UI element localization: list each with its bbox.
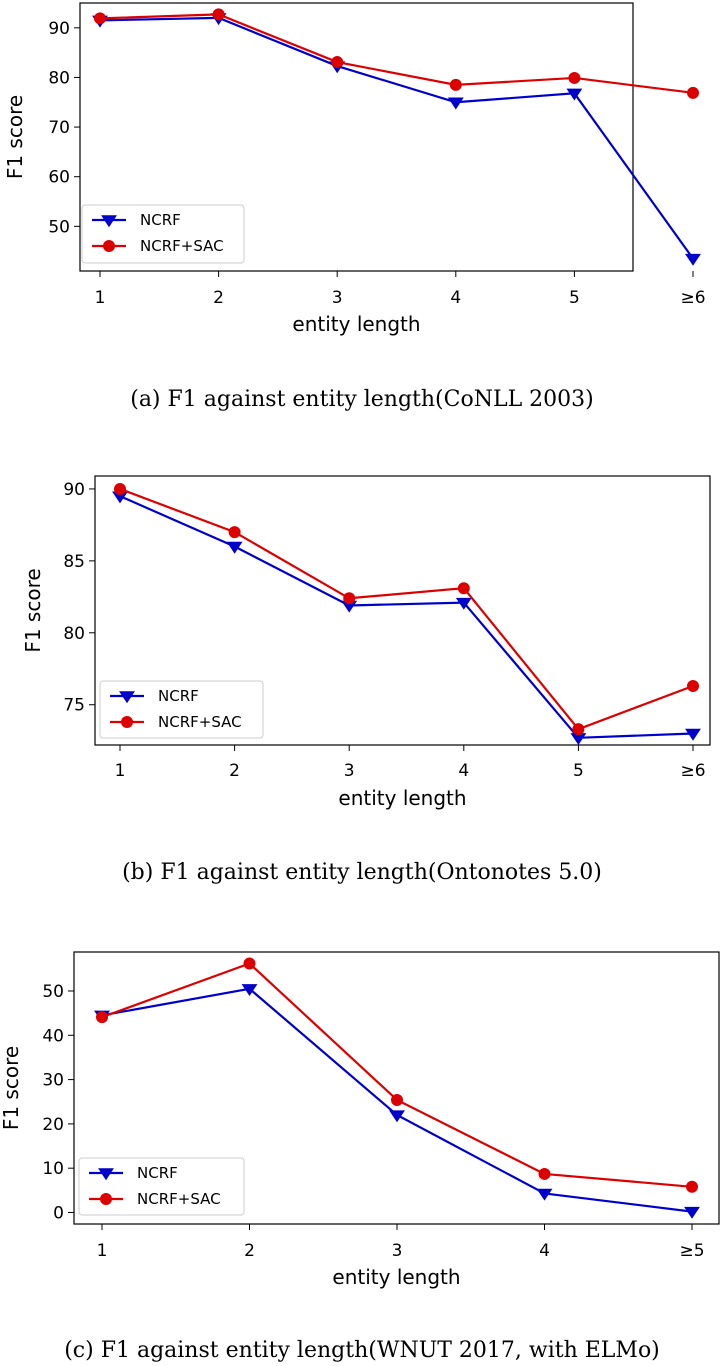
y-tick-label: 70: [48, 118, 70, 138]
series-line-ncrf-plus-sac: [119, 487, 694, 731]
data-point-ncrf-plus-sac: [212, 8, 225, 21]
chart-panel-c: 0 10 20 30 40 50 1 2 3 4 ≥5 entity length F1 score NC…: [0, 951, 720, 1363]
data-point-ncrf: [566, 88, 583, 101]
legend: NCRF NCRF+SAC: [99, 680, 264, 739]
legend-label: NCRF+SAC: [140, 237, 224, 255]
data-point-ncrf-plus-sac: [114, 482, 126, 495]
data-point-ncrf-plus-sac: [243, 957, 256, 970]
data-point-ncrf: [226, 541, 243, 554]
data-point-ncrf-plus-sac: [228, 526, 241, 539]
x-tick-label: 2: [229, 761, 240, 781]
legend-label: NCRF: [137, 1164, 178, 1182]
y-tick-label: 80: [48, 68, 70, 88]
legend-label: NCRF: [158, 687, 199, 705]
y-axis-title: F1 score: [21, 568, 45, 652]
data-point-ncrf-plus-sac: [538, 1167, 551, 1180]
x-tick-label: 4: [539, 1241, 550, 1261]
y-axis-title: F1 score: [0, 1046, 23, 1130]
y-tick-label: 75: [63, 696, 85, 716]
legend-marker: [101, 215, 117, 228]
x-tick-label: 4: [458, 761, 469, 781]
x-tick-label: 1: [95, 288, 106, 308]
x-tick-label: ≥6: [680, 288, 705, 308]
data-point-ncrf-plus-sac: [391, 1093, 403, 1106]
legend-marker: [100, 1193, 112, 1205]
data-point-ncrf-plus-sac: [686, 1180, 698, 1193]
figure-caption: (a) F1 against entity length(CoNLL 2003): [130, 387, 594, 412]
plot-frame: [79, 2, 634, 272]
data-point-ncrf: [536, 1188, 553, 1201]
data-point-ncrf: [685, 253, 701, 266]
y-tick-label: 0: [53, 1203, 64, 1223]
legend-marker: [119, 691, 135, 704]
x-tick-label: 5: [573, 761, 584, 781]
data-point-ncrf: [455, 597, 472, 610]
legend-label: NCRF+SAC: [137, 1190, 221, 1208]
chart-panel-a: 50 60 70 80 90 1 2 3 4 5 ≥6 entity length F1 score NC…: [3, 2, 706, 412]
series-line-ncrf: [99, 16, 694, 260]
data-point-ncrf: [684, 1206, 700, 1219]
x-tick-label: 1: [97, 1241, 108, 1261]
data-point-ncrf: [570, 733, 587, 746]
data-point-ncrf-plus-sac: [687, 86, 699, 99]
y-tick-label: 80: [63, 624, 85, 644]
series-line-ncrf: [119, 495, 694, 739]
y-tick-label: 20: [42, 1115, 64, 1135]
x-axis-title: entity length: [332, 1265, 460, 1289]
x-tick-label: 5: [569, 288, 580, 308]
legend-label: NCRF: [140, 211, 181, 229]
figure-caption: (b) F1 against entity length(Ontonotes 5…: [122, 860, 602, 885]
x-tick-label: ≥6: [680, 761, 705, 781]
series-line-ncrf-plus-sac: [99, 13, 694, 94]
x-tick-label: 2: [244, 1241, 255, 1261]
data-point-ncrf-plus-sac: [687, 680, 699, 693]
y-tick-label: 90: [48, 19, 70, 39]
data-point-ncrf-plus-sac: [96, 1011, 108, 1024]
x-axis-title: entity length: [338, 786, 466, 810]
x-tick-label: 3: [344, 761, 355, 781]
y-tick-label: 50: [48, 217, 70, 237]
data-point-ncrf-plus-sac: [572, 723, 585, 736]
legend-marker: [103, 240, 115, 252]
legend: NCRF NCRF+SAC: [78, 1157, 245, 1216]
data-point-ncrf: [447, 97, 464, 110]
x-tick-label: 2: [213, 288, 224, 308]
plot-frame: [94, 475, 711, 746]
y-tick-label: 10: [42, 1159, 64, 1179]
y-axis-title: F1 score: [3, 95, 27, 179]
legend-marker: [98, 1168, 114, 1181]
y-tick-label: 90: [63, 480, 85, 500]
y-tick-label: 60: [48, 168, 70, 188]
x-tick-label: 3: [332, 288, 343, 308]
y-tick-label: 50: [42, 982, 64, 1002]
data-point-ncrf: [389, 1110, 405, 1123]
x-tick-label: 3: [392, 1241, 403, 1261]
data-point-ncrf-plus-sac: [449, 78, 462, 91]
legend-label: NCRF+SAC: [158, 713, 242, 731]
y-tick-label: 30: [42, 1071, 64, 1091]
x-tick-label: 4: [450, 288, 461, 308]
data-point-ncrf-plus-sac: [331, 56, 344, 69]
figure-caption: (c) F1 against entity length(WNUT 2017, …: [64, 1338, 660, 1363]
data-point-ncrf: [241, 984, 258, 996]
x-axis-title: entity length: [292, 312, 420, 336]
data-point-ncrf-plus-sac: [568, 71, 581, 84]
x-tick-label: 1: [115, 761, 126, 781]
chart-panel-b: 75 80 85 90 1 2 3 4 5 ≥6 entity length F1 score NCRF…: [21, 475, 711, 885]
data-point-ncrf-plus-sac: [94, 12, 106, 25]
data-point-ncrf-plus-sac: [343, 592, 356, 605]
data-point-ncrf: [685, 728, 701, 741]
y-tick-label: 85: [63, 552, 85, 572]
series-line-ncrf-plus-sac: [101, 962, 693, 1188]
y-tick-label: 40: [42, 1026, 64, 1046]
data-point-ncrf-plus-sac: [457, 582, 470, 595]
x-tick-label: ≥5: [679, 1241, 704, 1261]
legend: NCRF NCRF+SAC: [81, 204, 245, 264]
legend-marker: [121, 716, 133, 728]
